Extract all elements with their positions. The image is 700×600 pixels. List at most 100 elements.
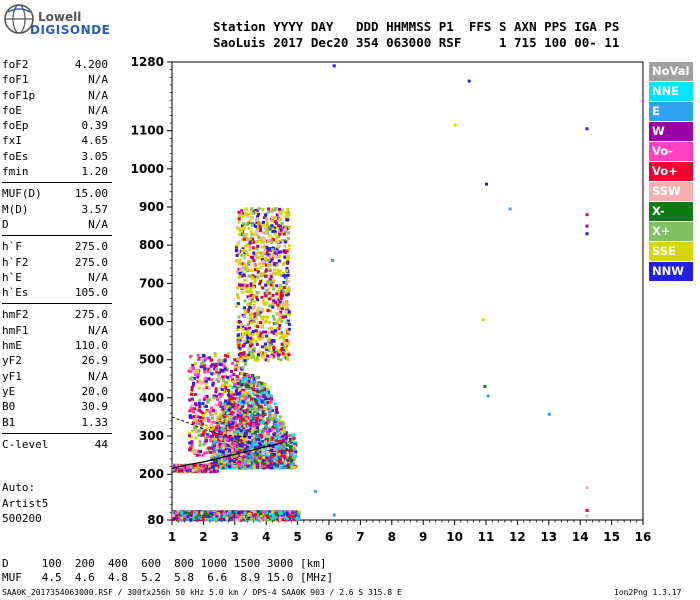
echo-pixel bbox=[270, 224, 274, 228]
echo-pixel bbox=[242, 286, 246, 290]
echo-pixel bbox=[223, 437, 227, 441]
echo-pixel bbox=[266, 451, 270, 455]
echo-pixel bbox=[283, 255, 287, 259]
echo-pixel bbox=[207, 377, 211, 381]
param-value: 1.20 bbox=[81, 165, 109, 179]
echo-region bbox=[209, 373, 298, 470]
echo-pixel bbox=[241, 352, 245, 356]
echo-pixel bbox=[190, 397, 194, 401]
echo-pixel bbox=[279, 291, 283, 295]
echo-pixel bbox=[240, 253, 244, 257]
echo-pixel bbox=[274, 272, 278, 276]
echo-pixel bbox=[232, 442, 236, 446]
echo-pixel bbox=[268, 263, 272, 267]
echo-pixel bbox=[197, 422, 201, 426]
echo-pixel bbox=[260, 420, 264, 424]
echo-pixel bbox=[231, 421, 235, 425]
echo-pixel bbox=[236, 361, 240, 365]
echo-pixel bbox=[230, 444, 234, 448]
echo-pixel bbox=[242, 233, 246, 237]
echo-pixel bbox=[203, 363, 207, 367]
echo-pixel bbox=[223, 401, 227, 405]
echo-pixel bbox=[263, 426, 267, 430]
echo-pixel bbox=[247, 326, 251, 330]
echo-pixel bbox=[251, 464, 255, 468]
echo-pixel bbox=[263, 256, 267, 260]
echo-pixel bbox=[238, 422, 242, 426]
echo-pixel bbox=[240, 344, 244, 348]
echo-pixel bbox=[228, 441, 232, 445]
echo-pixel bbox=[282, 337, 286, 341]
echo-pixel bbox=[237, 333, 241, 337]
echo-pixel bbox=[247, 452, 251, 456]
echo-pixel bbox=[259, 279, 263, 283]
echo-pixel bbox=[277, 224, 281, 228]
echo-pixel bbox=[285, 276, 289, 280]
echo-pixel bbox=[253, 279, 257, 283]
echo-pixel bbox=[215, 370, 219, 374]
echo-pixel bbox=[234, 259, 238, 263]
echo-pixel bbox=[248, 248, 252, 252]
echo-pixel bbox=[288, 313, 292, 317]
echo-pixel bbox=[234, 368, 238, 372]
echo-pixel bbox=[225, 451, 229, 455]
echo-pixel bbox=[246, 413, 250, 417]
echo-pixel bbox=[229, 435, 233, 439]
echo-pixel bbox=[245, 400, 249, 404]
echo-pixel bbox=[261, 207, 265, 211]
echo-pixel bbox=[272, 452, 276, 456]
echo-pixel bbox=[211, 383, 215, 387]
echo-pixel bbox=[252, 417, 256, 421]
echo-pixel bbox=[244, 431, 248, 435]
echo-pixel bbox=[261, 330, 265, 334]
echo-pixel bbox=[285, 279, 289, 283]
echo-pixel bbox=[213, 367, 217, 371]
echo-pixel bbox=[279, 217, 283, 221]
param-label: MUF(D) bbox=[2, 187, 42, 201]
echo-pixel bbox=[199, 433, 203, 437]
echo-pixel bbox=[288, 459, 292, 463]
echo-pixel bbox=[266, 430, 270, 434]
echo-pixel bbox=[238, 460, 242, 464]
echo-pixel bbox=[252, 439, 256, 443]
echo-pixel bbox=[278, 255, 282, 259]
echo-pixel bbox=[286, 342, 290, 346]
echo-pixel bbox=[236, 440, 240, 444]
echo-pixel bbox=[273, 350, 277, 354]
echo-pixel bbox=[250, 216, 254, 220]
param-row: foF1p N/A bbox=[2, 88, 108, 103]
echo-pixel bbox=[266, 465, 270, 469]
echo-pixel bbox=[230, 400, 234, 404]
echo-pixel bbox=[255, 208, 259, 212]
echo-pixel bbox=[252, 423, 256, 427]
echo-pixel bbox=[212, 372, 216, 376]
echo-pixel bbox=[247, 227, 251, 231]
echo-pixel bbox=[264, 358, 268, 362]
echo-pixel bbox=[294, 452, 298, 456]
echo-pixel bbox=[261, 245, 265, 249]
echo-pixel bbox=[247, 308, 251, 312]
echo-pixel bbox=[237, 340, 241, 344]
echo-pixel bbox=[192, 417, 196, 421]
echo-pixel bbox=[226, 443, 230, 447]
echo-pixel bbox=[244, 429, 248, 433]
echo-pixel bbox=[260, 254, 264, 258]
echo-pixel bbox=[252, 420, 256, 424]
echo-pixel bbox=[242, 342, 246, 346]
echo-pixel bbox=[280, 319, 284, 323]
echo-pixel bbox=[236, 243, 240, 247]
echo-pixel bbox=[218, 433, 222, 437]
echo-pixel bbox=[192, 381, 196, 385]
param-value: 3.57 bbox=[81, 202, 109, 216]
echo-pixel bbox=[222, 364, 226, 368]
echo-pixel bbox=[286, 254, 290, 258]
echo-pixel bbox=[281, 420, 285, 424]
echo-pixel bbox=[236, 403, 240, 407]
echo-pixel bbox=[279, 250, 283, 254]
y-tick-label: 700 bbox=[139, 276, 164, 290]
echo-pixel bbox=[244, 395, 248, 399]
echo-pixel bbox=[232, 373, 236, 377]
echo-pixel bbox=[260, 461, 264, 465]
echo-pixel bbox=[219, 464, 223, 468]
echo-pixel bbox=[227, 408, 231, 412]
